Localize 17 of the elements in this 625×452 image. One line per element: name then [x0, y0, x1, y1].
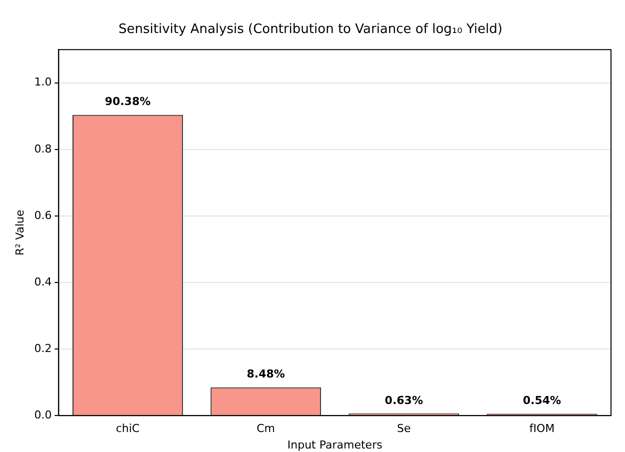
y-tick-label: 0.2 — [34, 342, 52, 355]
x-tick-label: fIOM — [529, 422, 555, 436]
y-tick-label: 0.6 — [34, 208, 52, 222]
data-label: 0.63% — [384, 394, 423, 407]
y-tick-label: 0.4 — [34, 275, 52, 288]
y-axis-title: R² Value — [13, 209, 26, 256]
x-tick-label: Se — [397, 422, 411, 436]
data-label: 0.54% — [522, 394, 562, 408]
y-tick-label: 1.0 — [34, 76, 52, 89]
y-tick-label: 0.8 — [34, 142, 52, 156]
x-tick-label: chiC — [116, 422, 140, 436]
x-tick-label: Cm — [256, 422, 276, 436]
y-tick-label: 0.0 — [34, 408, 52, 422]
data-label: 90.38% — [104, 95, 151, 108]
chart-title: Sensitivity Analysis (Contribution to Variance of log₁₀ Yield) — [118, 22, 502, 38]
data-label: 8.48% — [246, 368, 285, 381]
x-axis-title: Input Parameters — [287, 438, 383, 452]
